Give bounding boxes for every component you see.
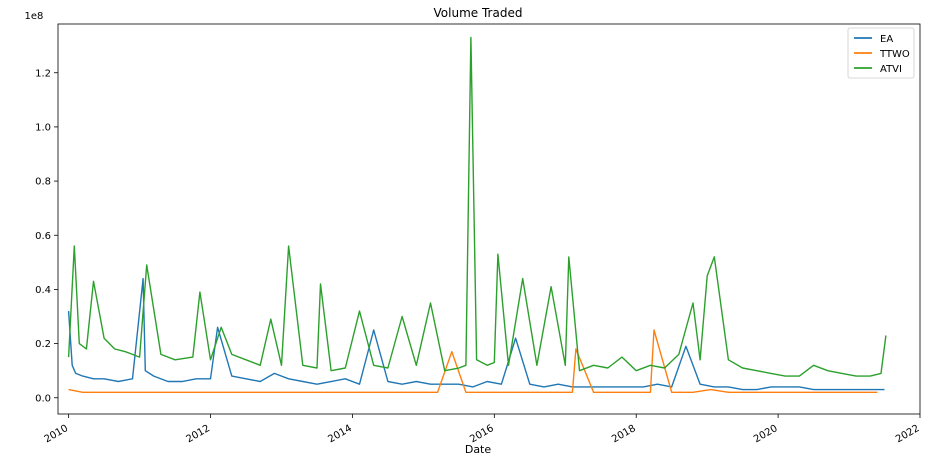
- y-tick-label: 0.8: [35, 177, 51, 188]
- x-axis-label: Date: [465, 443, 492, 454]
- y-tick-label: 0.2: [35, 339, 51, 350]
- series-line-atvi: [67, 36, 887, 377]
- series-group: [67, 36, 887, 393]
- legend-label-ea: EA: [880, 34, 893, 45]
- legend: EA TTWO ATVI: [847, 27, 915, 79]
- series-line-ea: [67, 277, 885, 391]
- legend-label-ttwo: TTWO: [879, 49, 910, 60]
- y-tick-label: 1.2: [35, 68, 51, 79]
- chart-title: Volume Traded: [434, 6, 523, 20]
- plot-frame: [57, 23, 921, 415]
- y-axis-multiplier: 1e8: [25, 11, 44, 22]
- legend-label-atvi: ATVI: [880, 64, 902, 75]
- y-tick-label: 0.4: [35, 285, 51, 296]
- y-tick-label: 0.6: [35, 231, 51, 242]
- y-tick-label: 0.0: [35, 393, 51, 404]
- legend-box: [847, 27, 915, 79]
- y-tick-label: 1.0: [35, 122, 51, 133]
- series-line-ttwo: [68, 329, 878, 393]
